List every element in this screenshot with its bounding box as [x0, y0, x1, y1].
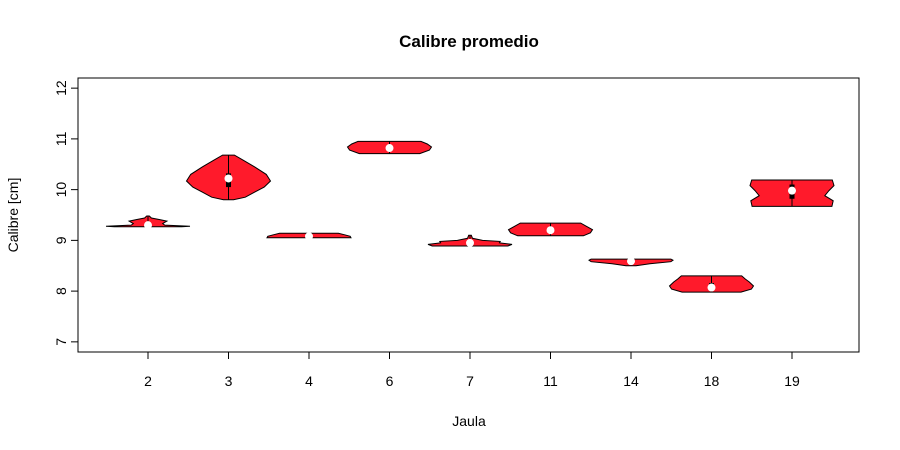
violin-median-point: [224, 174, 233, 183]
x-tick-label: 18: [704, 373, 720, 389]
violin-group-6: [346, 140, 433, 155]
y-axis: 7 8 9 10 11 12: [53, 80, 78, 346]
y-axis-label: Calibre [cm]: [5, 178, 21, 253]
violin-median-point: [385, 144, 394, 153]
x-tick-label: 14: [623, 373, 639, 389]
violin-median-point: [305, 232, 313, 241]
violin-group-4: [266, 232, 352, 241]
y-tick-label: 11: [53, 131, 69, 146]
y-tick-label: 12: [53, 80, 69, 96]
y-tick-label: 7: [53, 338, 69, 346]
x-tick-label: 11: [543, 373, 558, 389]
violin-median-point: [707, 283, 716, 292]
x-tick-label: 19: [784, 373, 800, 389]
x-tick-label: 3: [225, 373, 233, 389]
x-tick-label: 6: [386, 373, 394, 389]
violin-group-19: [749, 179, 835, 207]
x-axis: 2 3 4 6 7 11 14 18 19: [144, 352, 800, 389]
violin-median-point: [466, 238, 474, 247]
x-tick-label: 4: [305, 373, 313, 389]
violin-group-7: [427, 234, 513, 247]
x-tick-label: 7: [466, 373, 474, 389]
violin-group-11: [507, 222, 594, 237]
violin-median-point: [788, 186, 796, 195]
x-tick-label: 2: [144, 373, 152, 389]
violin-group-2: [105, 215, 191, 230]
violin-median-point: [627, 257, 635, 266]
violin-median-point: [144, 221, 152, 230]
violins: [105, 140, 835, 293]
violin-median-point: [546, 226, 555, 235]
x-axis-label: Jaula: [452, 413, 486, 429]
violin-group-18: [668, 275, 755, 293]
violin-group-14: [588, 257, 674, 267]
y-tick-label: 9: [53, 236, 69, 244]
plot-frame: [77, 77, 860, 353]
chart-title: Calibre promedio: [399, 32, 539, 51]
y-tick-label: 8: [53, 287, 69, 295]
y-tick-label: 10: [53, 182, 69, 198]
violin-group-3: [185, 154, 272, 201]
